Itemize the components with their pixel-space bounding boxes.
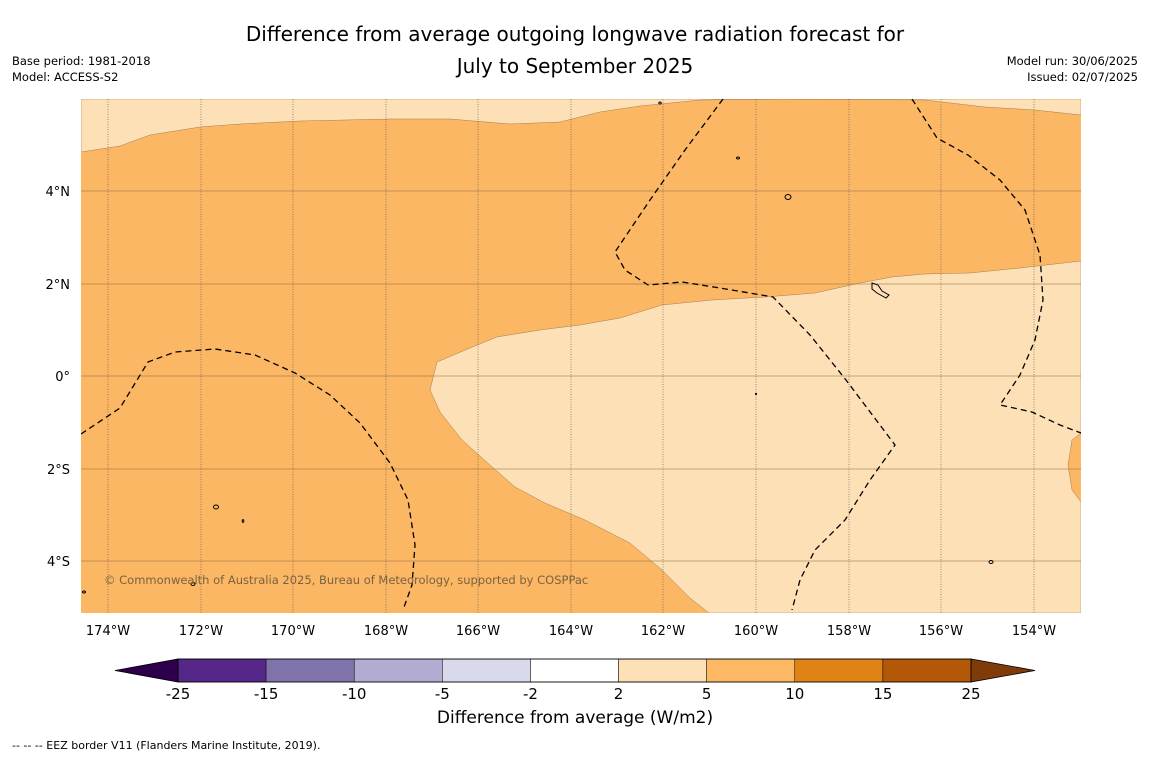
island-outline [213,504,219,510]
copyright-notice: © Commonwealth of Australia 2025, Bureau… [104,573,588,587]
island-outline [190,582,196,586]
colorbar-tick-label: -15 [254,685,279,703]
island-outline [871,282,890,299]
longitude-label: 170°W [271,624,315,639]
island-outline [736,156,740,160]
issued-date: Issued: 02/07/2025 [1027,69,1138,84]
latitude-axis-labels: 4°N 2°N 0° 2°S 4°S [46,185,71,570]
colorbar-bin [618,658,707,683]
colorbar-tick-label: 2 [614,685,624,703]
island-outline [754,392,758,396]
colorbar-tick-label: -10 [342,685,367,703]
eez-footnote: -- -- -- EEZ border V11 (Flanders Marine… [12,739,321,752]
colorbar-bin [530,658,619,683]
colorbar: -25 -15 -10 -5 -2 2 5 10 15 25 [114,658,1036,703]
colorbar-bin [265,658,355,683]
colorbar-title: Difference from average (W/m2) [436,708,714,728]
longitude-label: 154°W [1012,624,1056,639]
colorbar-bin [882,658,972,683]
colorbar-tick-label: -5 [435,685,450,703]
colorbar-bin [353,658,443,683]
colorbar-tick-label: -25 [166,685,191,703]
island-outline [658,101,662,105]
base-period: Base period: 1981-2018 [12,54,151,68]
colorbar-extend-high [970,658,1036,683]
colorbar-tick-label: -2 [523,685,538,703]
colorbar-extend-low [114,658,179,683]
eez-borders [81,99,1081,611]
anomaly-region-north [81,99,1081,153]
colorbar-bin [442,658,531,683]
longitude-gridlines [107,99,1035,613]
colorbar-tick-label: 5 [702,685,712,703]
figure-title: Difference from average outgoing longwav… [0,18,1150,82]
longitude-label: 166°W [456,624,500,639]
latitude-label: 4°N [46,185,71,200]
colorbar-bin [177,658,267,683]
metadata-left: Base period: 1981-2018 Model: ACCESS-S2 [12,54,151,85]
island-outline [988,560,994,564]
latitude-label: 4°S [47,555,70,570]
latitude-label: 2°S [47,463,70,478]
title-line-1: Difference from average outgoing longwav… [245,22,905,46]
longitude-label: 160°W [734,624,778,639]
colorbar-tick-label: 10 [785,685,804,703]
longitude-label: 164°W [549,624,593,639]
longitude-label: 174°W [86,624,130,639]
longitude-label: 162°W [641,624,685,639]
metadata-right: Model run: 30/06/2025 Issued: 02/07/2025 [1007,54,1138,85]
colorbar-tick-label: 25 [961,685,980,703]
colorbar-bin [794,658,884,683]
island-outline [82,590,86,594]
colorbar-outline [177,658,972,683]
model-run: Model run: 30/06/2025 [1006,54,1138,68]
model-name: Model: ACCESS-S2 [12,69,119,84]
longitude-axis-labels: 174°W 172°W 170°W 168°W 166°W 164°W 162°… [86,624,1056,639]
anomaly-region-southeast [429,260,1081,613]
latitude-label: 0° [55,370,70,385]
title-line-2: July to September 2025 [456,54,694,78]
colorbar-bin [706,658,796,683]
island-outline [241,519,245,523]
latitude-label: 2°N [46,278,71,293]
islands [82,101,994,594]
longitude-label: 172°W [179,624,223,639]
latitude-gridlines [81,190,1081,562]
longitude-label: 156°W [919,624,963,639]
colorbar-tick-label: 15 [873,685,892,703]
longitude-label: 168°W [364,624,408,639]
longitude-label: 158°W [827,624,871,639]
island-outline [784,194,792,200]
